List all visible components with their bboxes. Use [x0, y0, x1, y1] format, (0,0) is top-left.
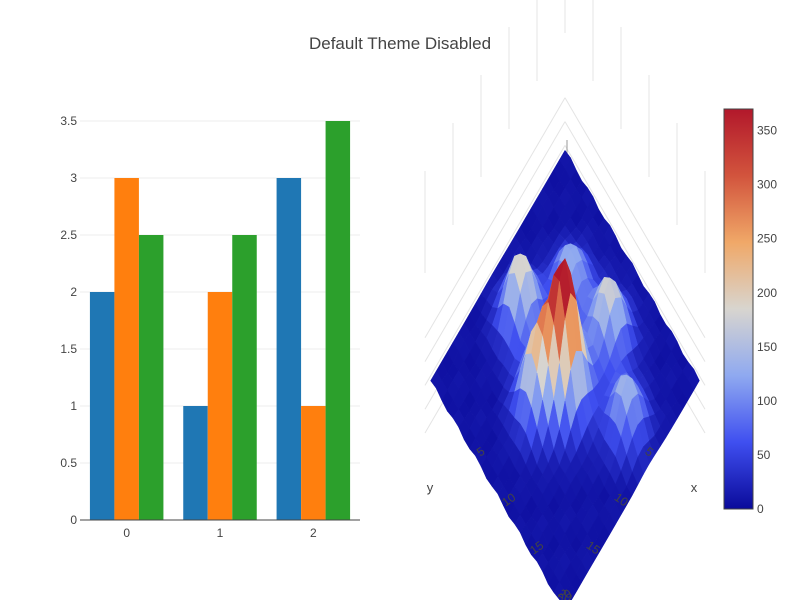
- x-tick-label: 1: [217, 526, 224, 540]
- chart-title: Default Theme Disabled: [308, 34, 492, 53]
- surface-mesh: [430, 149, 700, 600]
- y-tick-label: 0.5: [60, 456, 77, 470]
- y-tick-label: 2.5: [60, 228, 77, 242]
- scene-gridline: [424, 145, 566, 386]
- y-tick-label: 2: [70, 285, 77, 299]
- colorbar-tick-label: 350: [757, 124, 777, 138]
- scene-gridline: [424, 121, 566, 362]
- bar-series2-cat0[interactable]: [138, 235, 164, 520]
- y-tick-label: 20: [556, 586, 575, 600]
- bar-series1-cat0[interactable]: [114, 178, 139, 520]
- x-tick-label: 0: [123, 526, 130, 540]
- scene-gridline: [564, 145, 706, 386]
- bar-series0-cat2[interactable]: [276, 178, 302, 520]
- bar-series1-cat2[interactable]: [301, 406, 326, 520]
- y-tick-label: 1.5: [60, 342, 77, 356]
- x-axis-title: x: [691, 480, 698, 495]
- y-tick-label: 3: [70, 171, 77, 185]
- y-tick-label: 0: [70, 513, 77, 527]
- bar-series0-cat1[interactable]: [183, 406, 208, 520]
- colorbar-tick-label: 0: [757, 502, 764, 516]
- bar-series2-cat2[interactable]: [325, 121, 351, 520]
- bar-series0-cat0[interactable]: [89, 292, 115, 520]
- x-tick-label: 2: [310, 526, 317, 540]
- y-axis-title: y: [427, 480, 434, 495]
- scene-gridline: [424, 97, 566, 339]
- bar-series1-cat1[interactable]: [207, 292, 233, 520]
- scene-gridline: [564, 97, 706, 339]
- colorbar-tick-label: 300: [757, 178, 777, 192]
- colorbar-tick-label: 200: [757, 286, 777, 300]
- surface-facet: [559, 591, 571, 600]
- y-tick-label: 3.5: [60, 114, 77, 128]
- colorbar-tick-label: 150: [757, 340, 777, 354]
- y-tick-label: 1: [70, 399, 77, 413]
- colorbar-tick-label: 100: [757, 394, 777, 408]
- colorbar: [723, 108, 754, 510]
- bar-series2-cat1[interactable]: [232, 235, 257, 520]
- colorbar-tick-label: 250: [757, 232, 777, 246]
- colorbar-tick-label: 50: [757, 448, 771, 462]
- surface-facet: [564, 583, 577, 600]
- scene-gridline: [564, 121, 706, 362]
